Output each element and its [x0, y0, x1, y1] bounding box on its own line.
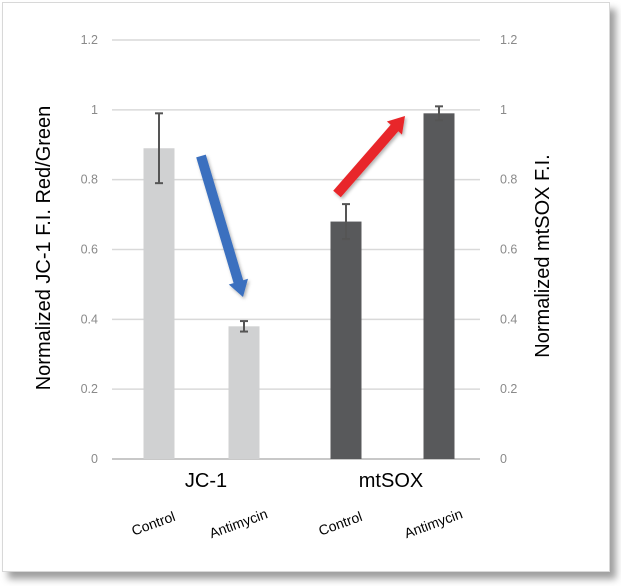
right-tick-label: 0.6 [500, 243, 517, 257]
left-tick-label: 0.2 [81, 382, 98, 396]
right-tick-label: 1 [500, 103, 507, 117]
right-tick-label: 0 [500, 452, 507, 466]
category-label: Control [129, 508, 177, 538]
left-axis-title: Normalized JC-1 F.I. Red/Green [33, 106, 55, 391]
category-label: Control [316, 508, 364, 538]
left-tick-label: 1 [91, 103, 98, 117]
group-label: JC-1 [185, 470, 227, 492]
down-arrow-jc1 [196, 154, 248, 297]
bar-mtsox-antimycin [423, 113, 455, 459]
left-tick-label: 1.2 [81, 33, 98, 47]
right-axis-title: Normalized mtSOX F.I. [532, 154, 554, 357]
group-label: mtSOX [359, 470, 423, 492]
right-tick-label: 0.4 [500, 312, 517, 326]
chart-frame [2, 2, 610, 572]
left-tick-label: 0.6 [81, 243, 98, 257]
category-label: Antimycin [207, 505, 269, 541]
left-tick-label: 0.8 [81, 173, 98, 187]
bar-jc-1-control [143, 148, 175, 459]
right-tick-label: 1.2 [500, 33, 517, 47]
category-label: Antimycin [402, 505, 464, 541]
bar-jc-1-antimycin [228, 326, 260, 459]
left-tick-label: 0 [91, 452, 98, 466]
up-arrow-mtsox [333, 116, 405, 198]
bar-mtsox-control [330, 221, 362, 459]
right-tick-label: 0.2 [500, 382, 517, 396]
left-tick-label: 0.4 [81, 312, 98, 326]
right-tick-label: 0.8 [500, 173, 517, 187]
